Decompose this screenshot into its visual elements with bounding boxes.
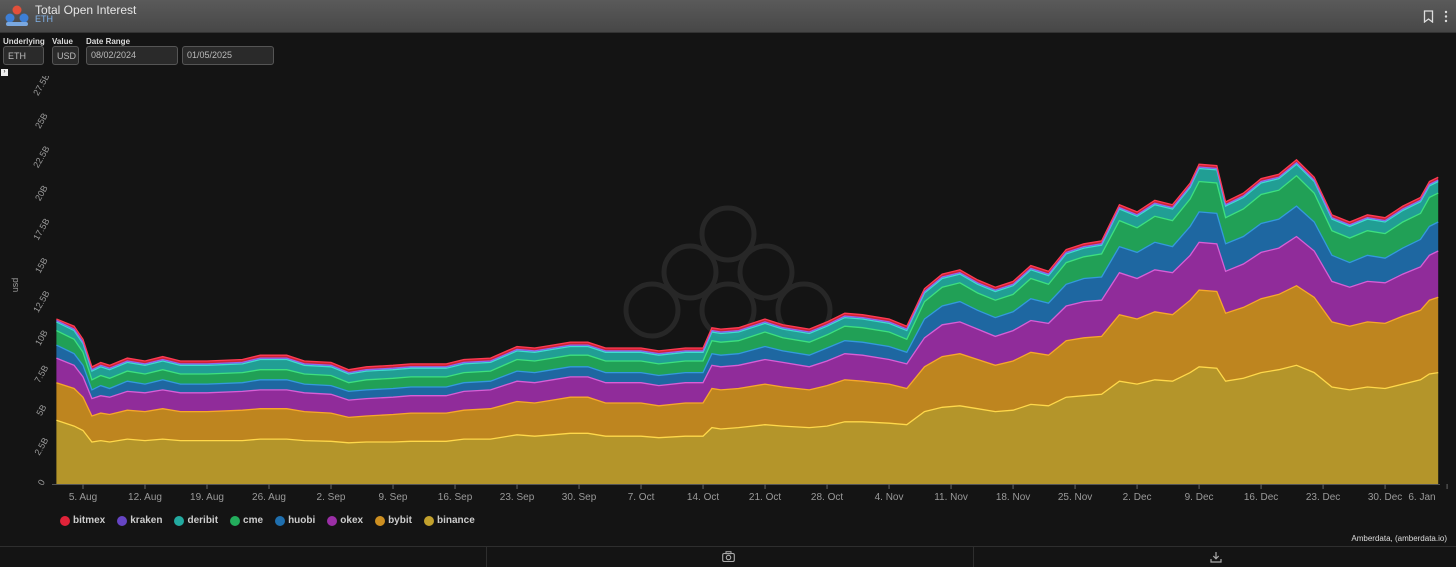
y-tick-label: 20B — [33, 184, 50, 203]
legend-label: deribit — [187, 515, 219, 526]
x-tick-label: 25. Nov — [1058, 492, 1092, 503]
expand-toggle-icon[interactable]: › — [1, 69, 8, 76]
toolbar-divider — [973, 547, 974, 567]
end-date-input[interactable] — [182, 46, 274, 65]
line-bitmex — [56, 158, 1439, 371]
legend-item-bybit[interactable]: bybit — [375, 515, 412, 526]
download-icon[interactable] — [1210, 551, 1222, 563]
legend-item-kraken[interactable]: kraken — [117, 515, 162, 526]
y-tick-label: 10B — [33, 328, 50, 347]
bottom-toolbar — [0, 546, 1456, 567]
x-tick-label: 16. Dec — [1244, 492, 1278, 503]
x-tick-label: 28. Oct — [811, 492, 843, 503]
x-tick-label: 26. Aug — [252, 492, 286, 503]
y-tick-label: 17.5B — [31, 217, 51, 242]
legend-label: cme — [243, 515, 264, 526]
camera-icon[interactable] — [722, 551, 735, 562]
open-interest-chart: 0 2.5B 5B 7.5B 10B 12.5B 15B 17.5B 20B 22.5B 25B 27… — [10, 76, 1448, 503]
x-tick-label: 30. Sep — [562, 492, 597, 503]
underlying-label: Underlying — [3, 37, 45, 46]
x-tick-label: 9. Dec — [1185, 492, 1214, 503]
legend-marker — [174, 515, 185, 526]
legend-item-bitmex[interactable]: bitmex — [60, 515, 105, 526]
y-tick-label: 27.5B — [31, 76, 51, 97]
area-binance[interactable] — [56, 365, 1439, 484]
area-okex[interactable] — [56, 236, 1439, 418]
line-okex — [56, 235, 1439, 401]
legend-marker — [117, 515, 128, 526]
title-bar: Total Open Interest ETH — [0, 0, 1456, 33]
toolbar-divider — [486, 547, 487, 567]
credit-text: Amberdata, (amberdata.io) — [1351, 534, 1447, 543]
line-huobi — [56, 205, 1439, 393]
x-tick-label: 9. Sep — [379, 492, 408, 503]
x-tick-label: 16. Sep — [438, 492, 473, 503]
x-tick-label: 2. Dec — [1123, 492, 1152, 503]
legend-label: binance — [436, 515, 475, 526]
legend-label: bitmex — [73, 515, 106, 526]
legend-label: huobi — [288, 515, 316, 526]
chart-subtitle: ETH — [35, 14, 53, 24]
value-select[interactable]: USD — [52, 46, 79, 65]
y-tick-label: 22.5B — [31, 144, 51, 169]
chart-title: Total Open Interest — [35, 3, 137, 17]
x-tick-label: 23. Sep — [500, 492, 535, 503]
legend-marker — [230, 515, 241, 526]
y-axis-label: usd — [10, 278, 20, 293]
line-cme — [56, 174, 1439, 384]
legend-item-okex[interactable]: okex — [327, 515, 363, 526]
x-tick-label: 19. Aug — [190, 492, 224, 503]
y-tick-label: 15B — [33, 256, 50, 275]
x-tick-label: 4. Nov — [875, 492, 904, 503]
more-vertical-icon[interactable] — [1443, 10, 1449, 23]
x-tick-label: 5. Aug — [69, 492, 97, 503]
y-tick-label: 2.5B — [32, 436, 50, 457]
legend-marker — [423, 515, 434, 526]
filter-controls: Underlying ETH Value USD Date Range — [0, 33, 1456, 69]
y-tick-label: 7.5B — [32, 363, 50, 384]
legend-marker — [375, 515, 386, 526]
legend-marker — [60, 515, 70, 526]
legend-label: bybit — [388, 515, 412, 526]
watermark-logo-icon — [623, 205, 833, 339]
value-label: Value — [52, 37, 73, 46]
amberdata-logo-icon — [5, 5, 29, 26]
legend-item-deribit[interactable]: deribit — [174, 515, 218, 526]
legend-marker — [327, 515, 338, 526]
area-bybit[interactable] — [56, 285, 1439, 443]
legend-label: kraken — [130, 515, 163, 526]
y-tick-label: 5B — [34, 403, 48, 418]
x-tick-label: 23. Dec — [1306, 492, 1340, 503]
legend-item-cme[interactable]: cme — [230, 515, 263, 526]
legend-item-huobi[interactable]: huobi — [275, 515, 315, 526]
legend-item-binance[interactable]: binance — [423, 515, 475, 526]
y-tick-label: 0 — [36, 478, 47, 487]
x-tick-label: 12. Aug — [128, 492, 162, 503]
legend-label: okex — [340, 515, 364, 526]
underlying-select[interactable]: ETH — [3, 46, 44, 65]
line-deribit — [56, 163, 1439, 375]
date-range-label: Date Range — [86, 37, 131, 46]
x-tick-label: 2. Sep — [317, 492, 346, 503]
line-binance — [56, 364, 1439, 444]
line-kraken — [56, 161, 1439, 374]
x-tick-label: 21. Oct — [749, 492, 781, 503]
x-tick-label: 30. Dec — [1368, 492, 1402, 503]
chart-legend: bitmex kraken deribit cme huobi okex bybit bina… — [60, 515, 475, 526]
start-date-input[interactable] — [86, 46, 178, 65]
y-tick-label: 12.5B — [31, 289, 51, 314]
x-tick-label: 11. Nov — [934, 492, 968, 503]
bookmark-icon[interactable] — [1423, 10, 1434, 23]
x-tick-label: 7. Oct — [628, 492, 655, 503]
legend-marker — [275, 515, 286, 526]
x-tick-label: 18. Nov — [996, 492, 1030, 503]
line-bybit — [56, 284, 1439, 419]
x-tick-label: 14. Oct — [687, 492, 719, 503]
x-tick-label: 6. Jan — [1408, 492, 1435, 503]
area-huobi[interactable] — [56, 206, 1439, 401]
area-cme[interactable] — [56, 175, 1439, 392]
y-tick-label: 25B — [33, 111, 50, 130]
